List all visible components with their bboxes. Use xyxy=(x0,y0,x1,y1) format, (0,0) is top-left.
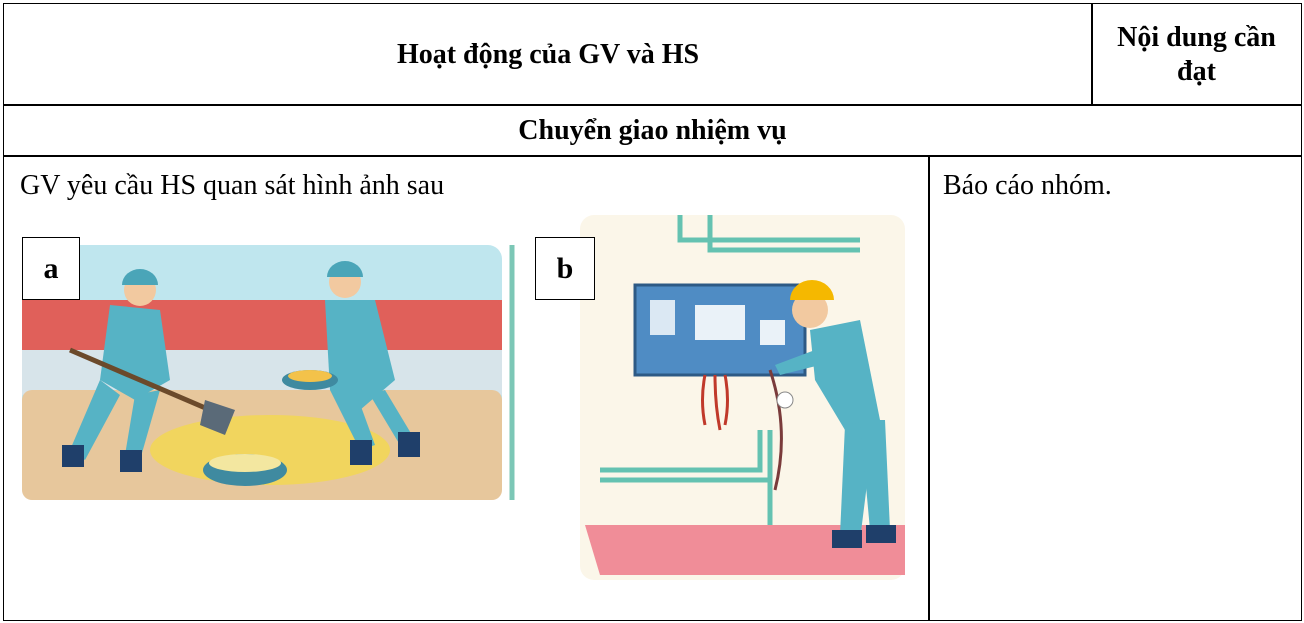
figure-label: a xyxy=(22,237,80,300)
instruction-text: GV yêu cầu HS quan sát hình ảnh sau xyxy=(20,170,445,201)
body-cell: GV yêu cầu HS quan sát hình ảnh sau xyxy=(3,155,930,621)
illustration-b xyxy=(580,215,905,580)
body-cell: Báo cáo nhóm. xyxy=(928,155,1302,621)
section-cell: Chuyển giao nhiệm vụ xyxy=(3,104,1302,157)
header-cell: Hoạt động của GV và HS xyxy=(3,3,1093,106)
illustration-a xyxy=(22,245,515,500)
content-text: Báo cáo nhóm. xyxy=(943,170,1112,201)
figure-label: b xyxy=(535,237,595,300)
header-cell: Nội dung cần đạt xyxy=(1091,3,1302,106)
